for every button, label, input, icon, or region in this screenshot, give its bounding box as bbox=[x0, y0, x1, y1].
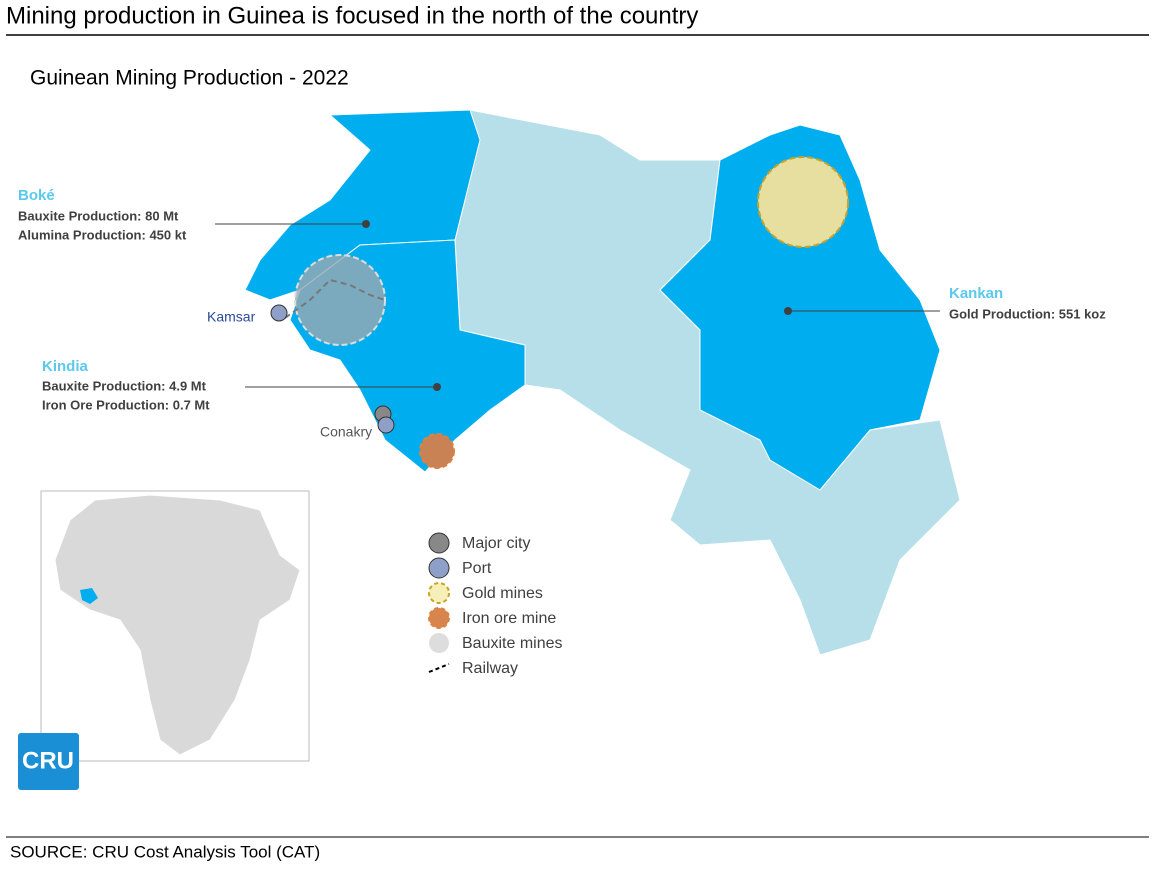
logo bbox=[18, 733, 79, 790]
port bbox=[270, 304, 288, 322]
leader-dot bbox=[433, 383, 441, 391]
africa bbox=[54, 494, 301, 756]
leader-dot bbox=[362, 220, 370, 228]
port bbox=[377, 416, 395, 434]
map-title: Guinean Mining Production - 2022 bbox=[30, 67, 349, 90]
legend-swatch bbox=[428, 532, 450, 554]
region-stat: Iron Ore Production: 0.7 Mt bbox=[42, 397, 210, 412]
source: SOURCE: CRU Cost Analysis Tool (CAT) bbox=[10, 842, 320, 861]
logo-text: CRU bbox=[22, 747, 74, 774]
legend: Major city Port Gold mines Iron ore mine… bbox=[428, 532, 563, 677]
legend-label: Railway bbox=[462, 660, 518, 677]
legend-label: Iron ore mine bbox=[462, 610, 556, 627]
guinea-inset bbox=[80, 588, 98, 604]
legend-swatch bbox=[428, 663, 450, 673]
region-stat: Bauxite Production: 80 Mt bbox=[18, 208, 179, 223]
guinea-map bbox=[244, 109, 961, 656]
page-title: Mining production in Guinea is focused i… bbox=[6, 2, 698, 29]
legend-label: Gold mines bbox=[462, 585, 543, 602]
region-boke bbox=[244, 109, 481, 301]
legend-label: Bauxite mines bbox=[462, 635, 563, 652]
leader-dot bbox=[784, 307, 792, 315]
railway bbox=[284, 278, 386, 319]
region-name: Boké bbox=[18, 187, 55, 204]
region-kankan bbox=[659, 124, 941, 491]
legend-swatch bbox=[428, 557, 450, 579]
region-name: Kankan bbox=[949, 285, 1003, 302]
legend-label: Major city bbox=[462, 535, 530, 552]
city-label: Kamsar bbox=[207, 309, 256, 325]
region-stat: Alumina Production: 450 kt bbox=[18, 227, 187, 242]
gold-mine bbox=[757, 156, 849, 248]
legend-swatch bbox=[428, 582, 450, 604]
legend-label: Port bbox=[462, 560, 492, 577]
region-stat: Gold Production: 551 koz bbox=[949, 306, 1106, 321]
legend-swatch bbox=[428, 607, 450, 629]
bauxite-mine bbox=[294, 254, 386, 346]
legend-swatch bbox=[429, 633, 449, 653]
region-stat: Bauxite Production: 4.9 Mt bbox=[42, 378, 207, 393]
city-label: Conakry bbox=[320, 424, 372, 440]
region-name: Kindia bbox=[42, 358, 88, 375]
iron-ore-mine bbox=[419, 433, 455, 469]
